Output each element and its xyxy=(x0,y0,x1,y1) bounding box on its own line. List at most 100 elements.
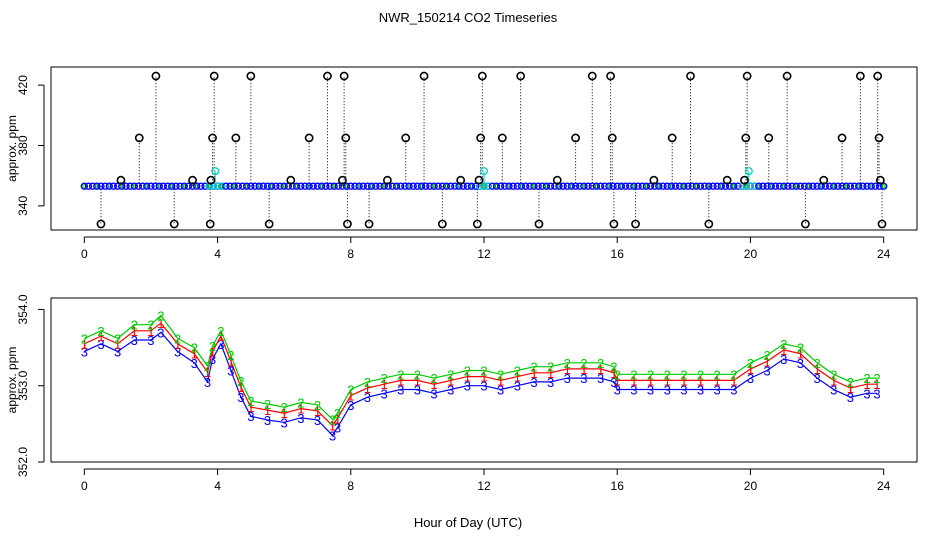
outlier-point xyxy=(341,133,351,143)
baseline-point xyxy=(517,182,526,190)
level1-point: 1 xyxy=(614,373,621,388)
level3-point: 3 xyxy=(630,383,637,398)
x-tick-label: 4 xyxy=(214,247,221,261)
outlier-point xyxy=(456,175,466,185)
baseline-point xyxy=(272,182,280,190)
level2-point: 2 xyxy=(497,367,504,382)
baseline-point xyxy=(634,182,642,190)
baseline-point xyxy=(879,182,888,190)
baseline-point xyxy=(247,182,255,190)
x-tick-label: 12 xyxy=(477,479,491,493)
baseline-point xyxy=(867,182,875,190)
baseline-point xyxy=(434,182,442,190)
baseline-point xyxy=(834,182,842,190)
baseline-point xyxy=(471,182,480,190)
level2-line xyxy=(84,314,877,421)
outlier-point xyxy=(875,175,885,185)
level2-point: 2 xyxy=(847,375,854,390)
level2-point: 2 xyxy=(204,359,211,374)
level3-point: 3 xyxy=(380,386,387,401)
outlier-point xyxy=(246,71,256,81)
baseline-point xyxy=(492,182,501,190)
level1-point: 1 xyxy=(297,402,304,417)
level2-point: 2 xyxy=(191,341,198,356)
baseline-point xyxy=(309,182,317,190)
outlier-point xyxy=(323,71,332,81)
level3-point: 3 xyxy=(614,383,621,398)
level3-point: 3 xyxy=(530,375,537,390)
baseline-point xyxy=(180,182,188,190)
outlier-point xyxy=(874,133,884,143)
x-tick-label: 24 xyxy=(877,247,891,261)
baseline-point xyxy=(784,182,792,190)
level2-point: 2 xyxy=(647,367,654,382)
level1-point: 1 xyxy=(680,373,687,388)
level2-point: 2 xyxy=(247,394,254,409)
level2-point: 2 xyxy=(480,363,487,378)
y-tick-label: 420 xyxy=(16,75,30,95)
level1-point: 1 xyxy=(830,373,837,388)
baseline-point xyxy=(571,182,580,190)
level3-point: 3 xyxy=(397,383,404,398)
baseline-point xyxy=(405,182,413,190)
level3-point: 3 xyxy=(830,383,837,398)
level1-point: 1 xyxy=(97,329,104,344)
outlier-point xyxy=(231,133,241,143)
x-tick-label: 20 xyxy=(744,247,758,261)
baseline-point xyxy=(780,182,788,190)
x-tick-label: 8 xyxy=(347,479,354,493)
level1-point: 1 xyxy=(714,373,721,388)
level1-point: 1 xyxy=(647,373,654,388)
baseline-point xyxy=(322,182,330,190)
outlier-point xyxy=(286,175,296,185)
baseline-point xyxy=(830,182,838,190)
level1-point: 1 xyxy=(364,381,371,396)
level3-point: 3 xyxy=(347,398,354,413)
baseline-point xyxy=(630,182,638,190)
outlier-point xyxy=(609,219,619,229)
outlier-point xyxy=(741,133,751,143)
top-axes: 0 4 8 12 16 20 24 340 380 420 xyxy=(16,75,891,261)
outlier-point xyxy=(782,71,792,81)
baseline-point xyxy=(143,182,151,190)
level2-point: 2 xyxy=(873,371,880,386)
level3-point: 3 xyxy=(147,333,154,348)
baseline-point xyxy=(184,182,193,190)
baseline-flagged-point xyxy=(218,182,226,190)
baseline-point xyxy=(134,182,143,190)
outlier-point xyxy=(209,71,219,81)
level3-point: 3 xyxy=(329,428,336,443)
level3-point: 3 xyxy=(114,344,121,359)
baseline-point xyxy=(696,182,705,190)
level1-point: 1 xyxy=(174,337,181,352)
level3-point: 3 xyxy=(264,413,271,428)
baseline-point xyxy=(530,182,538,190)
bottom-plot-frame xyxy=(50,297,918,463)
level3-point: 3 xyxy=(763,363,770,378)
outlier-point xyxy=(801,219,810,229)
x-tick-label: 20 xyxy=(744,479,758,493)
level1-point: 1 xyxy=(863,377,870,392)
outlier-point xyxy=(552,175,562,185)
baseline-point xyxy=(367,182,376,190)
level1-point: 1 xyxy=(447,373,454,388)
y-tick-label: 354.0 xyxy=(16,294,30,324)
outlier-point xyxy=(472,219,482,229)
baseline-point xyxy=(84,182,93,190)
level3-point: 3 xyxy=(209,352,216,367)
y-tick-label: 340 xyxy=(16,196,30,216)
level3-point: 3 xyxy=(497,383,504,398)
baseline-point xyxy=(792,182,800,190)
baseline-point xyxy=(397,182,405,190)
baseline-point xyxy=(80,182,89,190)
level2-point: 2 xyxy=(217,324,224,339)
baseline-point xyxy=(409,182,417,190)
outlier-point xyxy=(704,219,714,229)
level3-point: 3 xyxy=(514,379,521,394)
baseline-point xyxy=(684,182,692,190)
baseline-point xyxy=(197,182,205,190)
level3-point: 3 xyxy=(414,383,421,398)
level3-point: 3 xyxy=(334,421,341,436)
